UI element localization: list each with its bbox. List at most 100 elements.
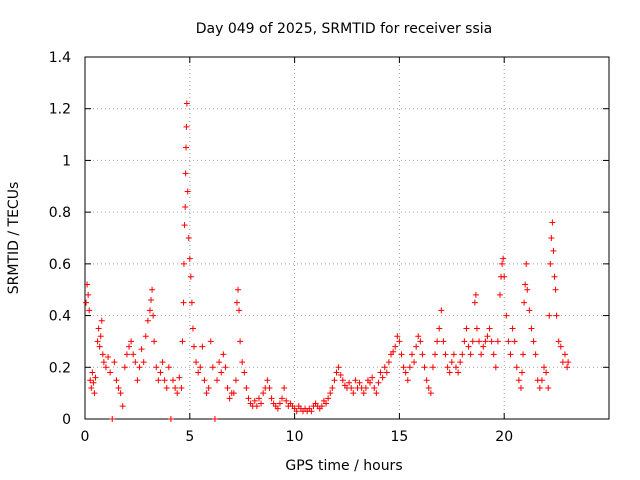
- data-point: [559, 359, 566, 366]
- data-point: [197, 364, 204, 371]
- data-point: [438, 307, 445, 314]
- data-point: [461, 338, 468, 345]
- data-point: [178, 384, 185, 391]
- data-point: [547, 260, 554, 267]
- data-point: [557, 343, 564, 350]
- data-point: [279, 395, 286, 402]
- data-point: [134, 377, 141, 384]
- data-point: [233, 299, 240, 306]
- data-point: [85, 291, 92, 298]
- data-point: [203, 390, 210, 397]
- data-point: [308, 408, 315, 415]
- data-point: [465, 343, 472, 350]
- data-point: [230, 390, 237, 397]
- data-point: [153, 364, 160, 371]
- data-point: [181, 222, 188, 229]
- data-point: [186, 255, 193, 262]
- data-point: [195, 369, 202, 376]
- data-point: [165, 364, 172, 371]
- data-point: [505, 338, 512, 345]
- data-point: [417, 338, 424, 345]
- data-point: [283, 397, 290, 404]
- data-point: [193, 359, 200, 366]
- data-point: [446, 369, 453, 376]
- data-point: [260, 390, 267, 397]
- data-point: [419, 351, 426, 358]
- data-point: [367, 379, 374, 386]
- x-tick-label: 10: [286, 429, 304, 445]
- data-point: [513, 364, 520, 371]
- x-axis-label: GPS time / hours: [285, 458, 402, 474]
- data-point: [511, 338, 518, 345]
- data-point: [519, 369, 526, 376]
- data-point: [503, 312, 510, 319]
- data-point: [218, 369, 225, 376]
- data-point: [494, 338, 501, 345]
- data-point: [159, 359, 166, 366]
- data-point: [209, 364, 216, 371]
- data-point: [530, 338, 537, 345]
- data-point: [515, 377, 522, 384]
- data-point: [170, 377, 177, 384]
- data-point: [528, 325, 535, 332]
- data-point: [109, 416, 116, 422]
- data-point: [176, 374, 183, 381]
- data-point: [111, 359, 118, 366]
- data-point: [360, 390, 367, 397]
- data-point: [524, 286, 531, 293]
- data-point: [337, 372, 344, 379]
- data-point: [136, 364, 143, 371]
- data-point: [89, 369, 96, 376]
- data-point: [224, 384, 231, 391]
- data-point: [140, 359, 147, 366]
- data-point: [550, 247, 557, 254]
- data-point: [323, 400, 330, 407]
- data-point: [469, 338, 476, 345]
- data-point: [188, 299, 195, 306]
- data-point: [182, 203, 189, 210]
- data-point: [167, 416, 174, 422]
- y-tick-label: 1.2: [49, 102, 71, 118]
- data-point: [521, 299, 528, 306]
- data-point: [473, 325, 480, 332]
- data-point: [172, 384, 179, 391]
- data-point: [476, 338, 483, 345]
- data-point: [201, 377, 208, 384]
- data-point: [452, 364, 459, 371]
- data-point: [408, 351, 415, 358]
- data-point: [457, 359, 464, 366]
- data-point: [538, 377, 545, 384]
- data-point: [113, 377, 120, 384]
- data-point: [396, 338, 403, 345]
- data-point: [119, 403, 126, 410]
- data-point: [97, 333, 104, 340]
- data-point: [182, 170, 189, 177]
- grid-lines: [85, 57, 609, 419]
- data-point: [423, 377, 430, 384]
- data-point: [517, 384, 524, 391]
- data-point: [157, 369, 164, 376]
- data-point: [411, 359, 418, 366]
- data-point: [565, 359, 572, 366]
- data-point: [463, 325, 470, 332]
- data-point: [450, 351, 457, 358]
- y-tick-label: 1.4: [49, 50, 71, 66]
- data-point: [207, 338, 214, 345]
- data-point: [199, 343, 206, 350]
- data-point: [220, 351, 227, 358]
- data-point: [161, 377, 168, 384]
- data-point: [398, 351, 405, 358]
- data-point: [205, 384, 212, 391]
- data-point: [492, 364, 499, 371]
- data-point: [87, 377, 94, 384]
- data-point: [281, 384, 288, 391]
- data-point: [507, 351, 514, 358]
- data-point: [385, 359, 392, 366]
- data-point: [318, 403, 325, 410]
- data-point: [151, 338, 158, 345]
- data-point: [243, 384, 250, 391]
- data-point: [548, 235, 555, 241]
- data-point: [432, 351, 439, 358]
- data-point: [427, 390, 434, 397]
